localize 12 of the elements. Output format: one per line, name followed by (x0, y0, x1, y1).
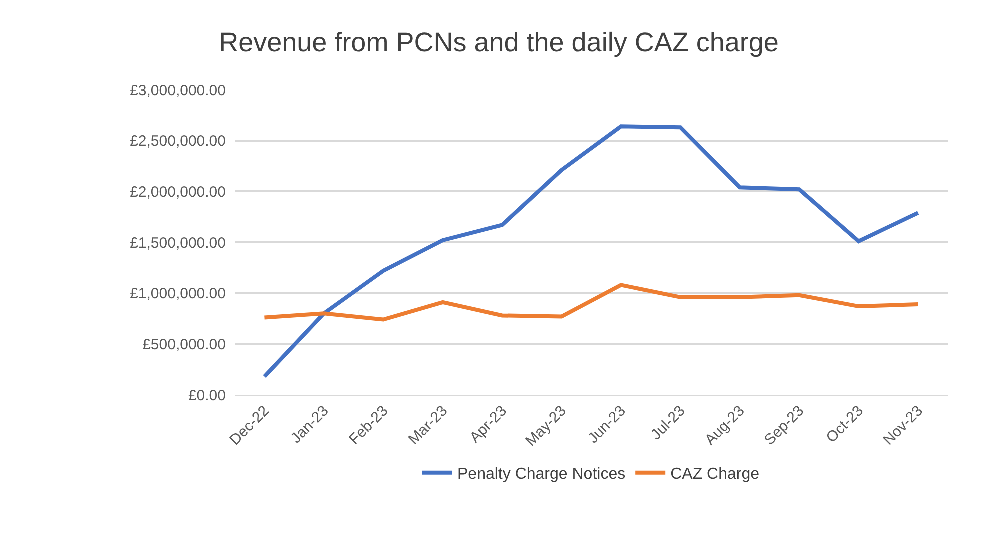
legend-label: CAZ Charge (670, 466, 760, 484)
y-tick-label: £2,500,000.00 (130, 133, 226, 150)
line-series (262, 124, 920, 379)
y-tick-label: £1,000,000.00 (130, 286, 226, 303)
y-tick-label: £1,500,000.00 (130, 234, 226, 252)
y-tick-label: £500,000.00 (142, 336, 226, 354)
y-tick-label: £3,000,000.00 (130, 82, 226, 100)
line-series (262, 283, 920, 322)
y-tick-label: £0.00 (188, 387, 226, 404)
chart-title: Revenue from PCNs and the daily CAZ charge (219, 28, 779, 58)
y-tick-label: £2,000,000.00 (130, 184, 226, 201)
legend-label: Penalty Charge Notices (458, 466, 626, 484)
